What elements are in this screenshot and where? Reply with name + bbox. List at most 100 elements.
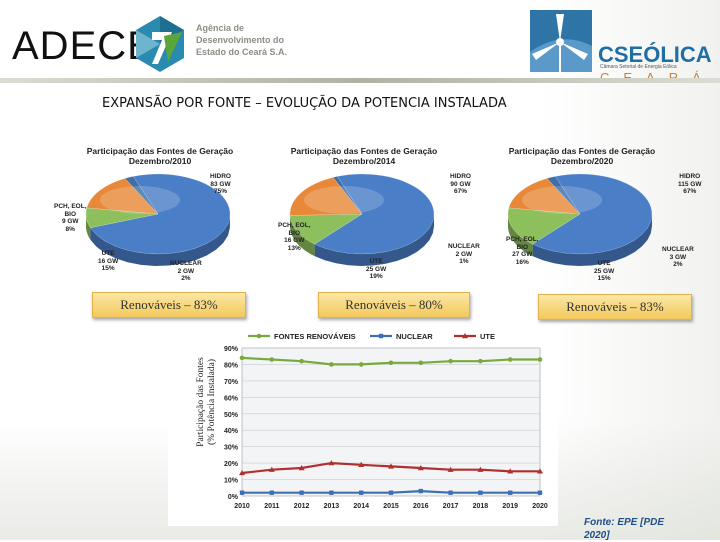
data-point — [417, 465, 424, 471]
y-tick-label: 0% — [228, 494, 239, 501]
pie-slice-hidro — [89, 173, 231, 255]
pie-label-hidro: HIDRO 83 GW 75% — [210, 173, 231, 195]
adece-logo-text: ADECE — [12, 24, 155, 68]
y-tick-label: 60% — [224, 395, 239, 402]
pie-label-ute: UTE 25 GW 19% — [366, 258, 387, 280]
ylabel-line: Participação das Fontes — [196, 357, 206, 447]
pie-slice-pch — [85, 207, 159, 228]
line-chart-x-ticks: 2010 2011 2012 2013 2014 2015 2016 2017 2018 2019… — [234, 503, 548, 510]
pie-chart-2014 — [289, 173, 435, 266]
y-tick-label: 40% — [224, 428, 239, 435]
x-tick-label: 2011 — [264, 503, 279, 510]
data-point — [388, 490, 394, 495]
adece-logo-icon — [136, 16, 184, 72]
data-point — [239, 469, 245, 476]
pie-title-2014: Participação das Fontes de Geração Dezem… — [274, 146, 454, 166]
pie-slice-hidro — [314, 173, 435, 255]
x-tick-label: 2012 — [294, 503, 310, 510]
cseolica-logo-text: CSEÓLICA — [598, 42, 712, 67]
pie-label-hidro: HIDRO 115 GW 67% — [678, 173, 702, 195]
legend-label: UTE — [480, 332, 495, 341]
source-line: Fonte: EPE [PDE — [584, 517, 665, 528]
line-chart-gridlines — [241, 347, 541, 497]
cseolica-logo-icon — [530, 10, 592, 72]
pie-label-nuclear: NUCLEAR 3 GW 2% — [662, 246, 694, 268]
pie-slice-pch-side — [508, 212, 533, 257]
pie-title-line: Dezembro/2020 — [550, 156, 614, 166]
y-tick-label: 90% — [224, 346, 239, 353]
pie-slice-hidro — [532, 173, 653, 255]
adece-subtitle: Agência de Desenvolvimento do Estado do … — [196, 22, 316, 58]
adece-subtitle-line: Desenvolvimento do — [196, 35, 285, 45]
data-point — [477, 466, 484, 472]
data-point — [358, 362, 364, 367]
pie-slice-ute — [508, 178, 581, 215]
pie-label-pch: PCH, EOL, BIO 16 GW 13% — [278, 222, 311, 252]
pie-label-nuclear: NUCLEAR 2 GW 2% — [170, 260, 202, 282]
line-chart-series — [239, 355, 543, 495]
slide-title: EXPANSÃO POR FONTE – EVOLUÇÃO DA POTENCI… — [102, 96, 507, 111]
cseolica-subtitle: Câmara Setorial de Energia Eólica — [600, 64, 677, 70]
pie-slice-hidro-side — [90, 215, 230, 266]
legend-marker — [462, 333, 468, 339]
pie-label-nuclear: NUCLEAR 2 GW 1% — [448, 243, 480, 265]
data-point — [298, 465, 305, 471]
data-point — [359, 490, 364, 495]
pie-title-line: Dezembro/2014 — [332, 156, 396, 166]
data-point — [329, 362, 334, 367]
plot-area — [241, 347, 541, 497]
legend-label: NUCLEAR — [396, 332, 433, 341]
line-chart-legend: FONTES RENOVÁVEIS NUCLEAR UTE — [248, 332, 495, 341]
data-point — [537, 357, 543, 362]
renovaveis-box-2020: Renováveis – 83% — [538, 294, 692, 320]
data-point — [329, 490, 334, 495]
y-tick-label: 50% — [224, 412, 239, 419]
x-tick-label: 2016 — [413, 503, 429, 510]
pie-slices — [289, 173, 435, 266]
data-point — [448, 490, 453, 495]
data-point — [478, 358, 483, 364]
pie-title-line: Participação das Fontes de Geração — [290, 146, 438, 156]
y-tick-label: 70% — [224, 379, 239, 386]
line-chart: 0%10%20%30%40%50%60%70%80%90% 2010 2011 20… — [224, 332, 548, 510]
pie-chart-2010 — [85, 173, 231, 266]
pie-label-ute: UTE 25 GW 15% — [594, 260, 615, 282]
data-point — [358, 461, 365, 467]
pie-highlight — [100, 186, 180, 214]
ylabel-wrap: Participação das Fontes (% Potência Inst… — [196, 347, 218, 457]
adece-subtitle-line: Estado do Ceará S.A. — [196, 47, 288, 57]
pie-slice-hidro-side — [532, 214, 652, 266]
pie-slice-nuclear — [124, 176, 159, 215]
pie-slice-nuclear — [546, 176, 581, 215]
pie-title-line: Participação das Fontes de Geração — [508, 146, 656, 156]
legend-label: FONTES RENOVÁVEIS — [274, 332, 356, 341]
pie-slice-pch — [507, 207, 581, 245]
pie-title-2020: Participação das Fontes de Geração Dezem… — [492, 146, 672, 166]
pie-slices — [85, 173, 231, 266]
data-point — [507, 357, 513, 362]
data-point — [448, 358, 453, 364]
y-tick-label: 10% — [224, 478, 239, 485]
pie-slice-pch-side — [86, 212, 91, 240]
data-point — [299, 358, 304, 364]
pie-slices — [507, 173, 653, 266]
pie-highlight — [522, 186, 602, 214]
data-point — [239, 490, 245, 495]
line-chart-y-ticks: 0% 10% 20% 30% 40% 50% 60% 70% 80% 90% — [224, 346, 239, 501]
renovaveis-box-2014: Renováveis – 80% — [318, 292, 470, 318]
pie-label-pch: PCH, EOL, BIO 9 GW 8% — [54, 203, 87, 233]
pie-chart-2020 — [507, 173, 653, 266]
x-tick-label: 2014 — [353, 503, 369, 510]
data-point — [388, 463, 394, 469]
data-point — [537, 490, 543, 495]
x-tick-label: 2019 — [502, 503, 518, 510]
renovaveis-box-2010: Renováveis – 83% — [92, 292, 246, 318]
header-divider — [0, 78, 720, 83]
pie-slice-pch-side — [290, 215, 315, 257]
pie-highlight — [304, 186, 384, 214]
pie-label-ute: UTE 16 GW 15% — [98, 250, 119, 272]
data-point — [478, 490, 483, 495]
line-chart-ylabel: Participação das Fontes (% Potência Inst… — [188, 346, 218, 457]
x-tick-label: 2018 — [473, 503, 489, 510]
pie-slice-pch — [289, 213, 363, 245]
